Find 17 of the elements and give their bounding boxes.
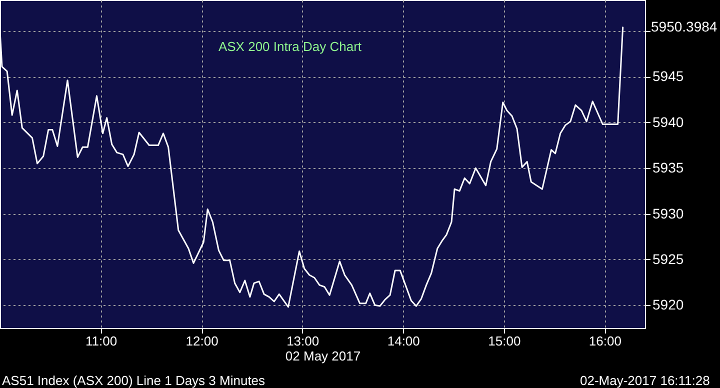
y-tick-label: 5930: [652, 205, 684, 222]
y-tick-label: 5945: [652, 68, 684, 84]
text: 5950.3984: [651, 18, 718, 34]
text: ASX 200 Intra Day Chart: [218, 39, 362, 54]
x-tick-label: 16:00: [588, 334, 622, 348]
x-tick-label: 15:00: [488, 334, 521, 348]
y-tick-label: 5935: [652, 160, 684, 176]
x-axis-title: 02 May 2017: [285, 348, 361, 364]
x-tick-label: 13:00: [286, 334, 320, 348]
text: AS51 Index (ASX 200) Line 1 Days 3 Minutes: [2, 373, 266, 388]
x-tick-label: 11:00: [85, 334, 118, 348]
x-tick-label: 14:00: [387, 334, 420, 348]
y-tick-label: 5920: [652, 296, 684, 313]
x-tick-label: 12:00: [186, 334, 218, 348]
y-tick-label: 5940: [652, 114, 684, 130]
y-tick-label: 5925: [652, 250, 684, 267]
text: 02-May-2017 16:11:28: [580, 373, 710, 388]
